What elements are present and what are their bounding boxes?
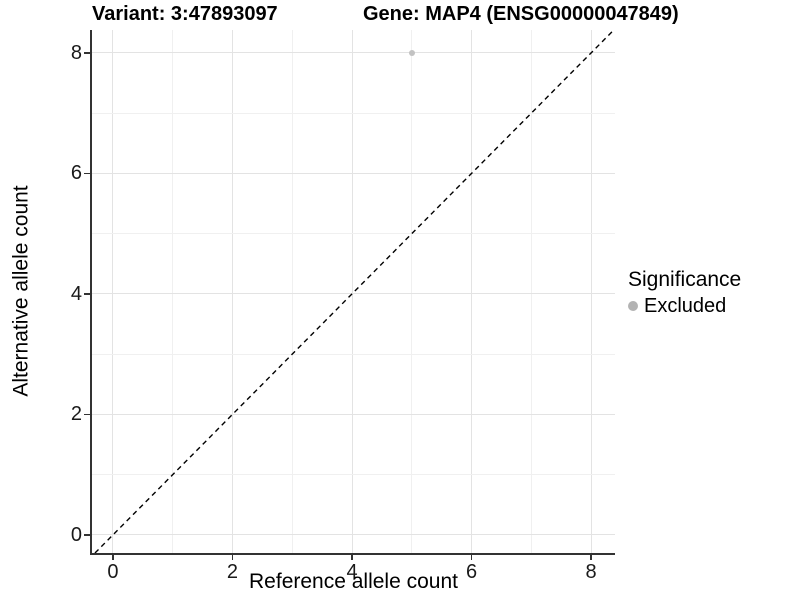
gene-title: Gene: MAP4 (ENSG00000047849) (363, 3, 679, 25)
y-gridline-minor (92, 474, 615, 476)
x-tick-mark (351, 555, 353, 560)
variant-title: Variant: 3:47893097 (92, 3, 278, 25)
identity-line (94, 30, 615, 553)
x-gridline-major (471, 30, 473, 553)
legend-entry-label: Excluded (644, 295, 727, 318)
legend-entry: Excluded (628, 296, 741, 316)
x-gridline-major (112, 30, 114, 553)
x-gridline-major (351, 30, 353, 553)
y-tick-mark (84, 534, 90, 536)
y-axis-title: Alternative allele count (9, 185, 33, 397)
x-gridline-major (590, 30, 592, 553)
y-tick-label: 4 (70, 282, 82, 305)
legend: Significance Excluded (628, 268, 741, 316)
x-tick-mark (112, 555, 114, 560)
y-tick-mark (84, 52, 90, 54)
y-gridline-major (92, 172, 615, 174)
y-tick-label: 0 (70, 523, 82, 546)
x-tick-mark (590, 555, 592, 560)
y-tick-label: 6 (70, 162, 82, 185)
x-tick-label: 6 (465, 561, 478, 583)
y-tick-mark (84, 293, 90, 295)
plot-panel: 0 2 4 6 8 0 2 4 6 8 (71, 30, 615, 582)
y-tick-mark (84, 413, 90, 416)
y-gridline-major (92, 52, 615, 54)
legend-point-icon (628, 301, 638, 312)
y-gridline-major (92, 413, 615, 415)
y-gridline-minor (92, 112, 615, 114)
x-tick-label: 0 (107, 561, 119, 583)
y-tick-mark (84, 172, 90, 175)
y-gridline-minor (92, 353, 615, 355)
x-gridline-minor (530, 30, 532, 553)
x-tick-label: 4 (346, 561, 358, 583)
x-axis-title: Reference allele count (249, 570, 458, 593)
x-gridline-minor (291, 30, 293, 553)
x-gridline-minor (172, 30, 174, 553)
x-gridline-minor (411, 30, 413, 553)
x-gridline-major (231, 30, 233, 553)
y-tick-label: 8 (70, 41, 82, 64)
legend-title: Significance (628, 268, 742, 291)
y-gridline-minor (92, 233, 615, 235)
data-point (408, 49, 415, 56)
y-tick-label: 2 (70, 403, 82, 426)
x-tick-mark (470, 555, 473, 560)
y-gridline-major (92, 534, 615, 536)
x-tick-label: 8 (585, 561, 597, 583)
x-tick-label: 2 (226, 561, 239, 583)
x-tick-mark (231, 555, 234, 560)
y-gridline-major (92, 293, 615, 295)
